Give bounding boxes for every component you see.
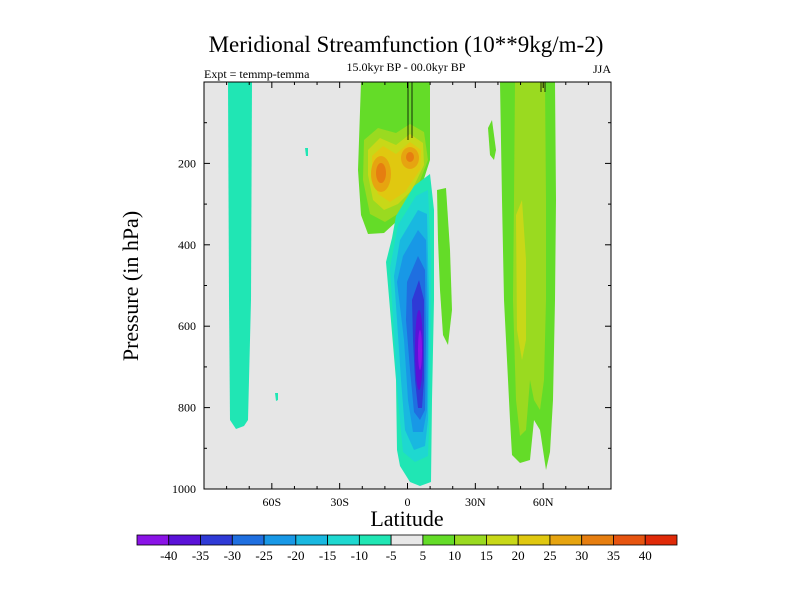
colorbar-swatch <box>517 534 551 546</box>
x-tick-label: 0 <box>405 495 411 509</box>
colorbar: -40 -35 -30 -25 -20 -15 -10 -5 5 10 15 20 25 30 35 40 <box>136 534 678 563</box>
colorbar-label: -10 <box>351 548 368 563</box>
colorbar-swatch <box>613 534 646 546</box>
colorbar-swatch <box>454 534 487 546</box>
colorbar-swatch <box>581 534 614 546</box>
contour-north-15 <box>516 200 526 360</box>
season-label: JJA <box>593 62 611 76</box>
colorbar-label: 15 <box>480 548 493 563</box>
x-tick-label: 60S <box>262 495 281 509</box>
contour-upper-peak-east <box>406 152 414 162</box>
contour-lines <box>407 82 546 140</box>
colorbar-label: 20 <box>512 548 525 563</box>
colorbar-label: 5 <box>420 548 427 563</box>
colorbar-label: -20 <box>287 548 304 563</box>
colorbar-swatch <box>358 534 392 546</box>
colorbar-swatch <box>486 534 519 546</box>
y-axis-ticks: 200 400 600 800 1000 <box>172 122 611 496</box>
contour-fills <box>228 82 556 486</box>
colorbar-swatch <box>422 534 456 546</box>
colorbar-swatch <box>136 534 170 546</box>
colorbar-label: -5 <box>386 548 397 563</box>
colorbar-label: 10 <box>448 548 461 563</box>
colorbar-label: 40 <box>639 548 652 563</box>
contour-upper-peak-west <box>376 163 386 183</box>
contour-southern-speck <box>275 393 278 401</box>
contour-north-sliver <box>488 120 496 160</box>
x-axis-ticks: 60S 30S 0 30N 60N <box>226 82 589 509</box>
chart-subtitle: 15.0kyr BP - 00.0kyr BP <box>347 60 466 74</box>
colorbar-swatch <box>644 534 678 546</box>
colorbar-label: -25 <box>255 548 272 563</box>
colorbar-swatch <box>295 534 328 546</box>
colorbar-swatch <box>231 534 265 546</box>
colorbar-label: -40 <box>160 548 177 563</box>
x-axis-label: Latitude <box>370 506 443 531</box>
x-tick-label: 30S <box>330 495 349 509</box>
colorbar-label: 35 <box>607 548 620 563</box>
y-tick-label: 400 <box>178 238 196 252</box>
y-tick-label: 200 <box>178 156 196 170</box>
chart-title: Meridional Streamfunction (10**9kg/m-2) <box>209 32 604 57</box>
colorbar-label: 30 <box>575 548 588 563</box>
colorbar-label: -30 <box>224 548 241 563</box>
colorbar-swatch <box>168 534 201 546</box>
colorbar-label: 25 <box>543 548 556 563</box>
x-tick-label: 30N <box>465 495 486 509</box>
colorbar-swatch <box>327 534 360 546</box>
contour-neg-40 <box>418 330 422 370</box>
colorbar-swatch <box>390 534 424 546</box>
colorbar-label: -35 <box>192 548 209 563</box>
colorbar-swatch <box>263 534 297 546</box>
y-tick-label: 600 <box>178 319 196 333</box>
colorbar-swatch <box>200 534 233 546</box>
colorbar-label: -15 <box>319 548 336 563</box>
contour-pos-strip-5 <box>437 188 452 345</box>
y-axis-label: Pressure (in hPa) <box>118 211 143 361</box>
experiment-label: Expt = temmp-temma <box>204 67 310 81</box>
y-tick-label: 1000 <box>172 482 196 496</box>
colorbar-swatch <box>549 534 583 546</box>
contour-southern-cell <box>228 82 252 429</box>
y-tick-label: 800 <box>178 401 196 415</box>
contour-southern-speck-2 <box>305 148 308 156</box>
x-tick-label: 60N <box>533 495 554 509</box>
